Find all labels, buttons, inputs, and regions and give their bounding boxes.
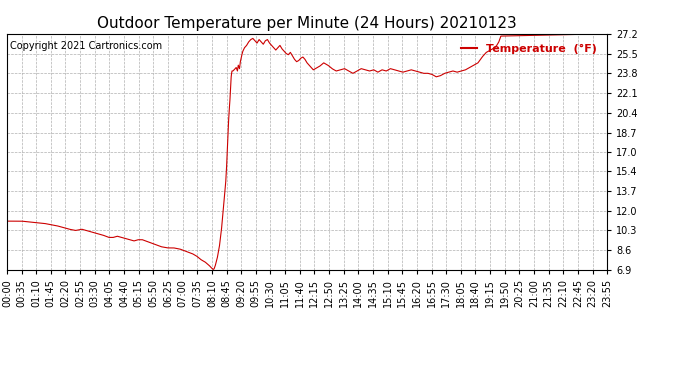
Text: Copyright 2021 Cartronics.com: Copyright 2021 Cartronics.com bbox=[10, 41, 162, 51]
Legend: Temperature  (°F): Temperature (°F) bbox=[456, 39, 602, 58]
Title: Outdoor Temperature per Minute (24 Hours) 20210123: Outdoor Temperature per Minute (24 Hours… bbox=[97, 16, 517, 31]
